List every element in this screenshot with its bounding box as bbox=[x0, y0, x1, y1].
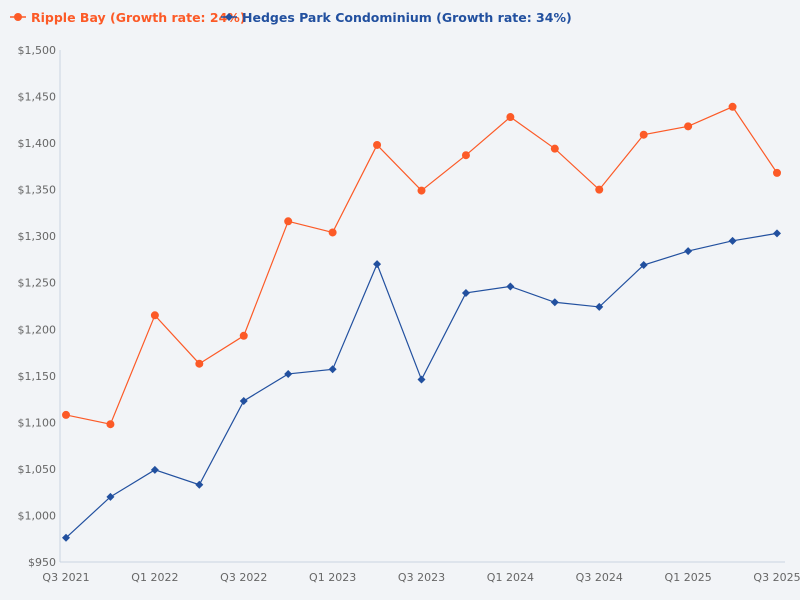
data-point bbox=[62, 410, 70, 419]
data-point bbox=[284, 369, 293, 378]
y-tick-label: $1,450 bbox=[18, 91, 57, 104]
data-point bbox=[684, 122, 693, 131]
data-point bbox=[239, 396, 248, 405]
data-point bbox=[550, 298, 559, 307]
y-tick-label: $1,150 bbox=[18, 370, 57, 383]
data-point bbox=[639, 130, 648, 139]
x-tick-label: Q3 2025 bbox=[753, 571, 800, 584]
legend: Ripple Bay (Growth rate: 24%)Hedges Park… bbox=[10, 10, 572, 25]
x-tick-label: Q1 2022 bbox=[131, 571, 178, 584]
data-point bbox=[150, 465, 159, 474]
data-point bbox=[106, 492, 115, 501]
y-axis: $950 $1,000 $1,050 $1,100 $1,150 $1,200 $1,250… bbox=[18, 44, 61, 569]
y-tick-label: $1,100 bbox=[18, 416, 57, 429]
data-point bbox=[62, 533, 70, 542]
y-tick-label: $1,300 bbox=[18, 230, 57, 243]
data-point bbox=[461, 288, 470, 297]
data-point bbox=[728, 236, 737, 245]
data-point bbox=[106, 420, 115, 429]
series-0 bbox=[62, 102, 781, 429]
x-tick-label: Q1 2023 bbox=[309, 571, 356, 584]
y-tick-label: $1,500 bbox=[18, 44, 57, 57]
data-point bbox=[506, 282, 515, 291]
legend-item: Ripple Bay (Growth rate: 24%) bbox=[10, 10, 246, 25]
x-tick-label: Q3 2023 bbox=[398, 571, 445, 584]
plot-area bbox=[62, 102, 781, 542]
y-tick-label: $1,350 bbox=[18, 184, 57, 197]
data-point bbox=[373, 260, 382, 269]
data-point bbox=[195, 359, 204, 368]
data-point bbox=[773, 229, 781, 238]
data-point bbox=[195, 480, 204, 489]
legend-item: Hedges Park Condominium (Growth rate: 34… bbox=[221, 10, 572, 25]
x-tick-label: Q3 2024 bbox=[576, 571, 623, 584]
y-tick-label: $1,250 bbox=[18, 277, 57, 290]
y-tick-label: $950 bbox=[28, 556, 56, 569]
data-point bbox=[728, 102, 737, 111]
diamond-marker-icon bbox=[225, 13, 233, 21]
data-point bbox=[284, 217, 293, 226]
data-point bbox=[373, 140, 382, 149]
data-point bbox=[773, 168, 781, 177]
data-point bbox=[461, 151, 470, 160]
y-tick-label: $1,200 bbox=[18, 323, 57, 336]
x-tick-label: Q1 2025 bbox=[665, 571, 712, 584]
data-point bbox=[684, 247, 693, 256]
data-point bbox=[506, 113, 515, 122]
x-axis: Q3 2021 Q1 2022 Q3 2022 Q1 2023 Q3 2023 Q1 20… bbox=[42, 561, 800, 584]
y-tick-label: $1,400 bbox=[18, 137, 57, 150]
x-tick-label: Q3 2022 bbox=[220, 571, 267, 584]
y-tick-label: $1,050 bbox=[18, 463, 57, 476]
legend-label: Hedges Park Condominium (Growth rate: 34… bbox=[242, 10, 572, 25]
circle-marker-icon bbox=[14, 13, 22, 21]
series-1 bbox=[62, 229, 781, 542]
data-point bbox=[417, 375, 426, 384]
data-point bbox=[417, 186, 426, 195]
data-point bbox=[639, 261, 648, 270]
data-point bbox=[328, 365, 337, 374]
series-line bbox=[65, 232, 778, 539]
x-tick-label: Q3 2021 bbox=[42, 571, 89, 584]
data-point bbox=[150, 311, 159, 320]
data-point bbox=[595, 185, 604, 194]
x-tick-label: Q1 2024 bbox=[487, 571, 534, 584]
data-point bbox=[595, 302, 604, 311]
legend-label: Ripple Bay (Growth rate: 24%) bbox=[31, 10, 246, 25]
data-point bbox=[328, 228, 337, 237]
y-tick-label: $1,000 bbox=[18, 509, 57, 522]
data-point bbox=[550, 144, 559, 153]
data-point bbox=[239, 331, 248, 340]
